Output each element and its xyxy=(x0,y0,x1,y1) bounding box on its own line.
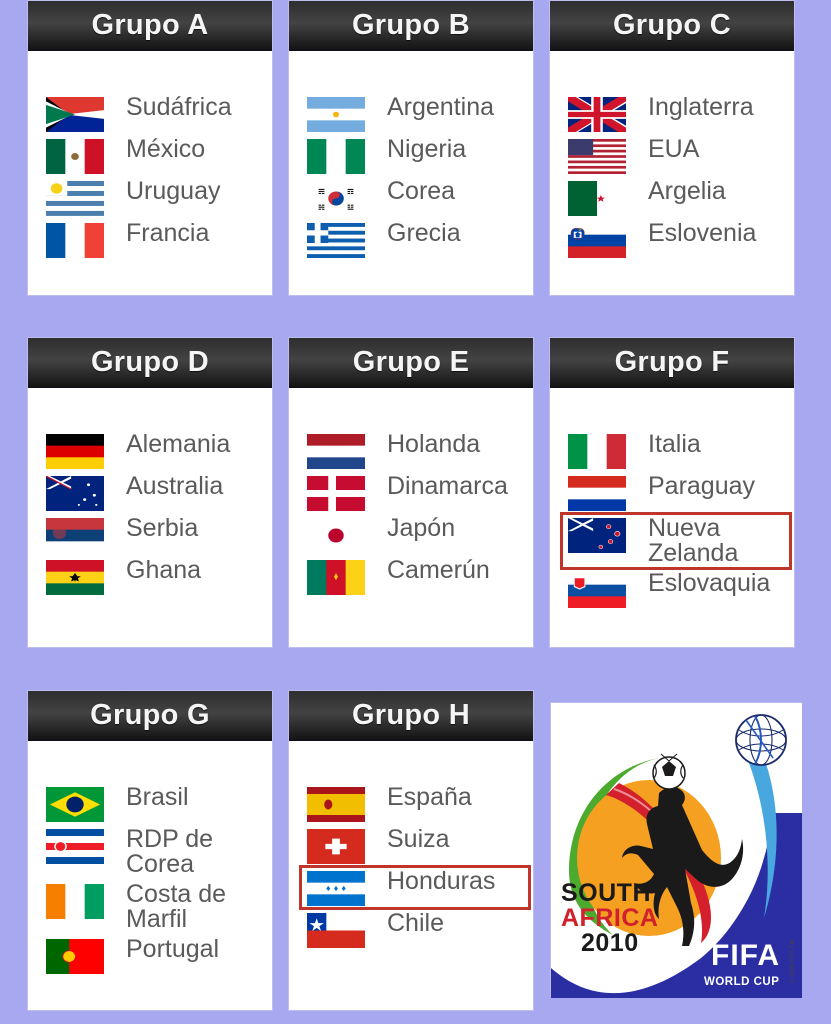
svg-text:FIFA: FIFA xyxy=(711,939,780,972)
svg-text:2010: 2010 xyxy=(581,929,639,957)
svg-text:SOUTH: SOUTH xyxy=(561,879,651,907)
svg-text:WORLD CUP: WORLD CUP xyxy=(704,976,779,988)
svg-text:AFRICA: AFRICA xyxy=(561,904,658,932)
svg-text:© 2009 FIFA TM: © 2009 FIFA TM xyxy=(789,939,796,983)
